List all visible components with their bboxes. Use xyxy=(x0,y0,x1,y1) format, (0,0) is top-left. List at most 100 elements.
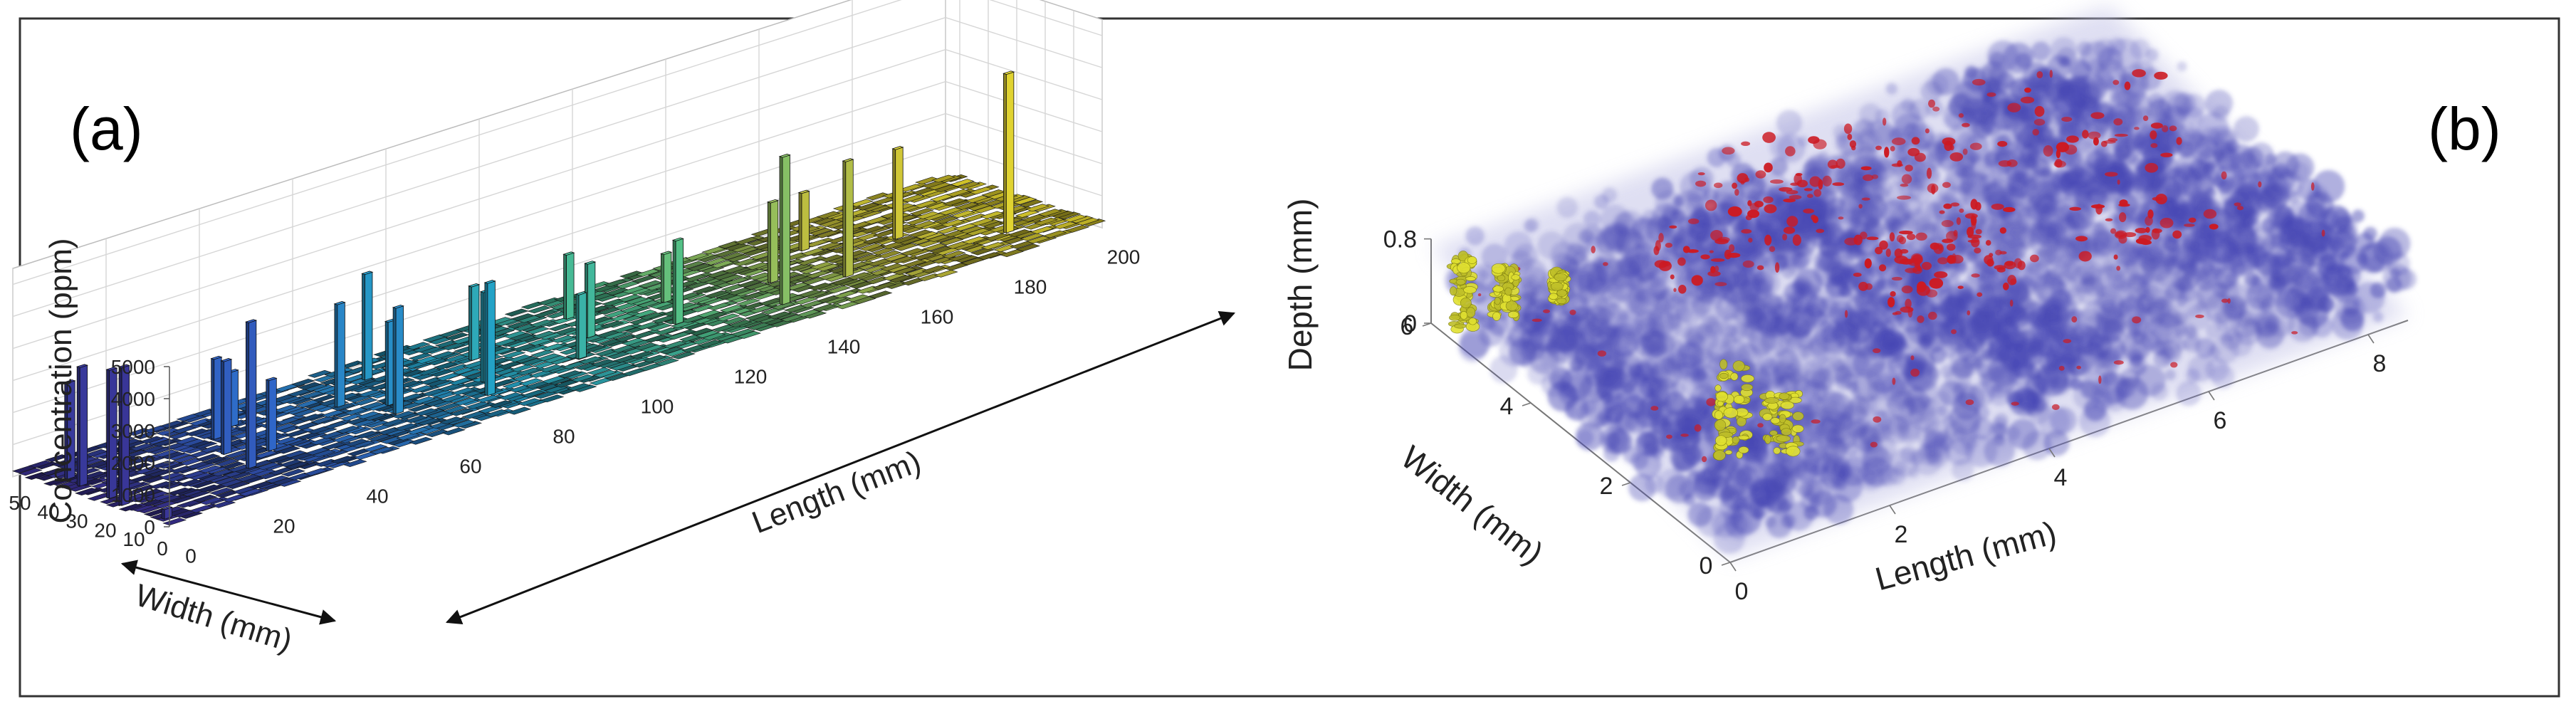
panel-a-floor-cell xyxy=(28,460,53,468)
panel-b-particle xyxy=(1597,350,1607,357)
panel-a-length-tick-label: 200 xyxy=(1107,246,1141,268)
panel-a-floor-cell xyxy=(196,453,221,462)
panel-a-floor-cell xyxy=(202,456,226,465)
panel-b-matrix-blob xyxy=(2036,201,2050,215)
panel-b-particle xyxy=(2160,152,2173,157)
panel-b-particle xyxy=(1843,123,1853,135)
panel-b-particle xyxy=(1951,329,1957,335)
panel-b-matrix-blob xyxy=(1623,382,1635,394)
panel-a-floor-cell xyxy=(1016,243,1040,252)
panel-a-bar xyxy=(842,158,854,278)
panel-b-particle xyxy=(1678,284,1687,294)
panel-a-bar xyxy=(575,291,587,359)
panel-b-particle xyxy=(1911,137,1920,145)
panel-b-matrix-blob xyxy=(1599,225,1625,251)
panel-b-particle xyxy=(1901,174,1912,184)
panel-a-length-tick-label: 180 xyxy=(1014,276,1047,298)
panel-b-matrix-blob xyxy=(1645,330,1674,359)
panel-b-particle xyxy=(2142,115,2149,121)
panel-b-particle xyxy=(1769,246,1776,252)
panel-a-floor-cell xyxy=(710,260,735,268)
panel-a-floor-cell xyxy=(804,290,829,298)
panel-b-matrix-blob xyxy=(2043,187,2057,201)
panel-b-particle xyxy=(1889,232,1895,242)
panel-a-floor-cell xyxy=(941,219,965,228)
panel-b-matrix-blob xyxy=(2212,281,2229,298)
panel-b-matrix-blob xyxy=(2128,246,2150,268)
panel-a-floor-cell xyxy=(980,211,1005,219)
panel-a-floor-cell xyxy=(18,468,43,476)
panel-b-matrix-blob xyxy=(1556,196,1578,219)
panel-b-particle xyxy=(2138,234,2152,242)
panel-b-matrix-blob xyxy=(1729,462,1752,485)
panel-b-particle xyxy=(1864,258,1872,269)
panel-a-floor-cell xyxy=(812,303,837,312)
panel-b-particle xyxy=(2108,137,2118,142)
panel-b-matrix-blob xyxy=(1773,302,1801,329)
panel-b-matrix-blob xyxy=(2044,75,2071,102)
panel-a-length-axis-label: Length (mm) xyxy=(748,444,926,540)
panel-a-floor-cell xyxy=(929,246,953,254)
panel-b-matrix-blob xyxy=(2251,275,2261,286)
panel-a-floor-cell xyxy=(630,298,655,306)
panel-b-particle xyxy=(2051,404,2060,411)
panel-b-particle xyxy=(1975,229,1982,235)
panel-b-particle xyxy=(1740,180,1745,185)
panel-b-matrix-blob xyxy=(1939,295,1964,320)
panel-a-floor-cell xyxy=(784,305,808,313)
panel-a-floor-cell xyxy=(360,401,384,410)
panel-b-particle xyxy=(2184,224,2195,227)
panel-b-particle xyxy=(2033,118,2046,126)
panel-b-matrix-blob xyxy=(1752,253,1771,273)
panel-b-particle xyxy=(2020,96,2035,104)
panel-a-bar xyxy=(210,355,223,440)
panel-a-floor-cell xyxy=(422,334,447,342)
panel-b-particle xyxy=(1865,283,1873,290)
panel-b-width-tick-mark xyxy=(1522,402,1532,406)
panel-b-matrix-blob xyxy=(2200,127,2222,149)
panel-b-matrix-blob xyxy=(2148,244,2178,274)
panel-b-matrix-blob xyxy=(2093,38,2116,61)
panel-a-floor-cell xyxy=(860,225,885,233)
panel-a-floor-cell xyxy=(942,198,967,206)
panel-b-particle xyxy=(2162,125,2169,132)
panel-b-matrix-blob xyxy=(1579,374,1608,404)
panel-b-matrix-blob xyxy=(2298,253,2315,269)
panel-a-floor-cell xyxy=(422,388,446,397)
panel-a-floor-cell xyxy=(187,440,211,448)
panel-b-particle xyxy=(1709,250,1714,253)
panel-b-particle xyxy=(1789,194,1802,200)
panel-b-particle xyxy=(2132,69,2146,78)
panel-b-matrix-blob xyxy=(1992,434,2005,446)
panel-b-matrix-blob xyxy=(2050,375,2070,396)
panel-b-particle xyxy=(1755,170,1766,179)
panel-a-length-tick-label: 40 xyxy=(366,485,388,508)
panel-a-floor-cell xyxy=(980,242,1005,250)
panel-a-floor-cell xyxy=(921,232,945,240)
panel-b-matrix-blob xyxy=(2052,172,2074,194)
panel-b-matrix-blob xyxy=(1586,401,1612,427)
panel-b-particle xyxy=(1734,189,1739,196)
panel-a-gridline-z xyxy=(12,0,1103,285)
panel-b-matrix-blob xyxy=(1578,228,1593,243)
panel-a-floor-cell xyxy=(1082,219,1106,227)
panel-b-matrix-blob xyxy=(1607,429,1633,454)
panel-a-floor-cell xyxy=(632,275,656,283)
panel-b-particle xyxy=(1866,236,1879,241)
panel-a-floor-cell xyxy=(923,243,948,251)
panel-b-particle xyxy=(1670,274,1675,280)
panel-b-matrix-blob xyxy=(1904,361,1934,391)
panel-a-width-tick-label: 10 xyxy=(122,528,145,550)
panel-a-floor-cell xyxy=(891,236,916,243)
panel-b-particle xyxy=(1957,285,1964,289)
panel-b-particle xyxy=(1910,355,1915,360)
panel-b-matrix-blob xyxy=(1772,471,1796,495)
panel-b-matrix-blob xyxy=(1987,40,2019,72)
panel-b-particle xyxy=(1860,166,1872,171)
panel-b-width-tick-mark xyxy=(1721,562,1731,566)
panel-b-matrix-blob xyxy=(2141,271,2165,295)
panel-a-floor-cell xyxy=(736,246,761,254)
panel-b-particle xyxy=(1732,182,1738,189)
panel-a-floor-cell xyxy=(412,396,436,404)
